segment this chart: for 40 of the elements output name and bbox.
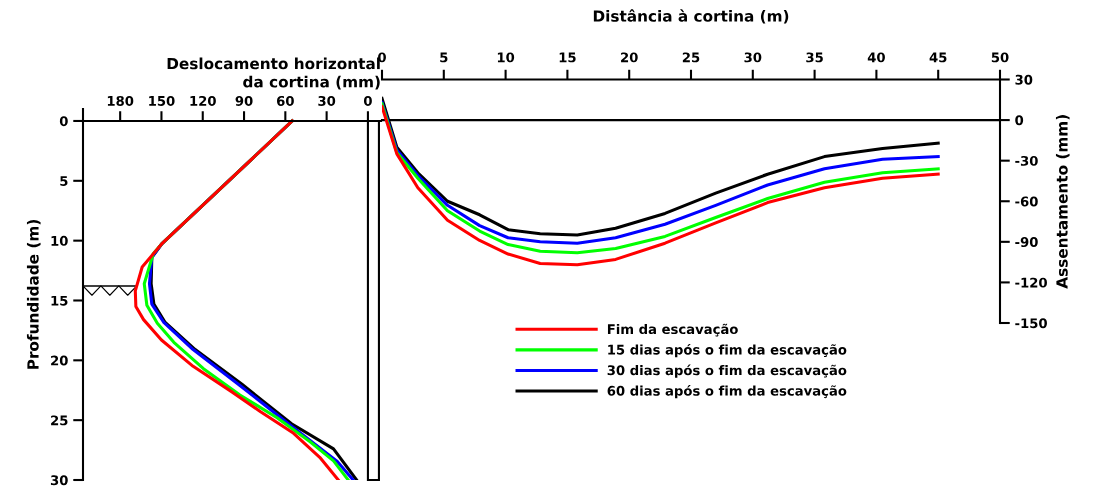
x-tick-label: 90 bbox=[235, 95, 253, 106]
x-tick-label: 5 bbox=[440, 52, 448, 63]
y-tick-label: -150 bbox=[1015, 318, 1047, 329]
text: 30 dias após o fim da escavação bbox=[607, 364, 847, 378]
y-tick-label: -30 bbox=[1015, 155, 1038, 166]
x-tick-label: 35 bbox=[806, 52, 823, 63]
y-tick-label: -60 bbox=[1015, 196, 1038, 207]
y-tick-label: 10 bbox=[51, 235, 68, 246]
y-axis-title: Profundidade (m) bbox=[26, 220, 41, 369]
x-tick-label: 120 bbox=[190, 95, 216, 106]
x-tick-label: 150 bbox=[149, 95, 175, 106]
y-tick-label: -90 bbox=[1015, 237, 1038, 248]
x-axis-title: Deslocamento horizontal da cortina (mm) bbox=[167, 57, 380, 90]
x-tick-label: 45 bbox=[929, 52, 947, 63]
y-tick-label: 20 bbox=[51, 355, 68, 366]
text: 60 dias após o fim da escavação bbox=[607, 385, 847, 399]
y-tick-label: 30 bbox=[1015, 74, 1033, 85]
x-tick-label: 40 bbox=[867, 52, 885, 63]
y-tick-label: -120 bbox=[1015, 277, 1047, 288]
text: 15 dias após o fim da escavação bbox=[608, 343, 847, 358]
x-tick-label: 180 bbox=[107, 95, 134, 106]
x-tick-label: 20 bbox=[621, 52, 638, 63]
y-tick-label: 0 bbox=[1015, 115, 1024, 126]
x-tick-label: 0 bbox=[378, 52, 386, 63]
y-tick-label: 0 bbox=[59, 116, 68, 127]
text: Fim da escavação bbox=[607, 323, 738, 337]
x-tick-label: 30 bbox=[744, 52, 762, 63]
x-tick-label: 0 bbox=[363, 95, 372, 106]
y-axis-title: Assentamento (mm) bbox=[1055, 115, 1070, 289]
y-tick-label: 25 bbox=[51, 415, 68, 426]
x-tick-label: 10 bbox=[497, 52, 515, 63]
y-tick-label: 5 bbox=[60, 176, 68, 187]
y-tick-label: 15 bbox=[51, 295, 68, 306]
x-tick-label: 50 bbox=[991, 52, 1009, 63]
x-tick-label: 60 bbox=[276, 95, 294, 106]
y-tick-label: 30 bbox=[50, 475, 68, 486]
x-tick-label: 15 bbox=[559, 52, 576, 63]
x-tick-label: 30 bbox=[318, 95, 336, 106]
x-tick-label: 25 bbox=[682, 52, 700, 63]
x-axis-title: Distância à cortina (m) bbox=[593, 9, 789, 24]
